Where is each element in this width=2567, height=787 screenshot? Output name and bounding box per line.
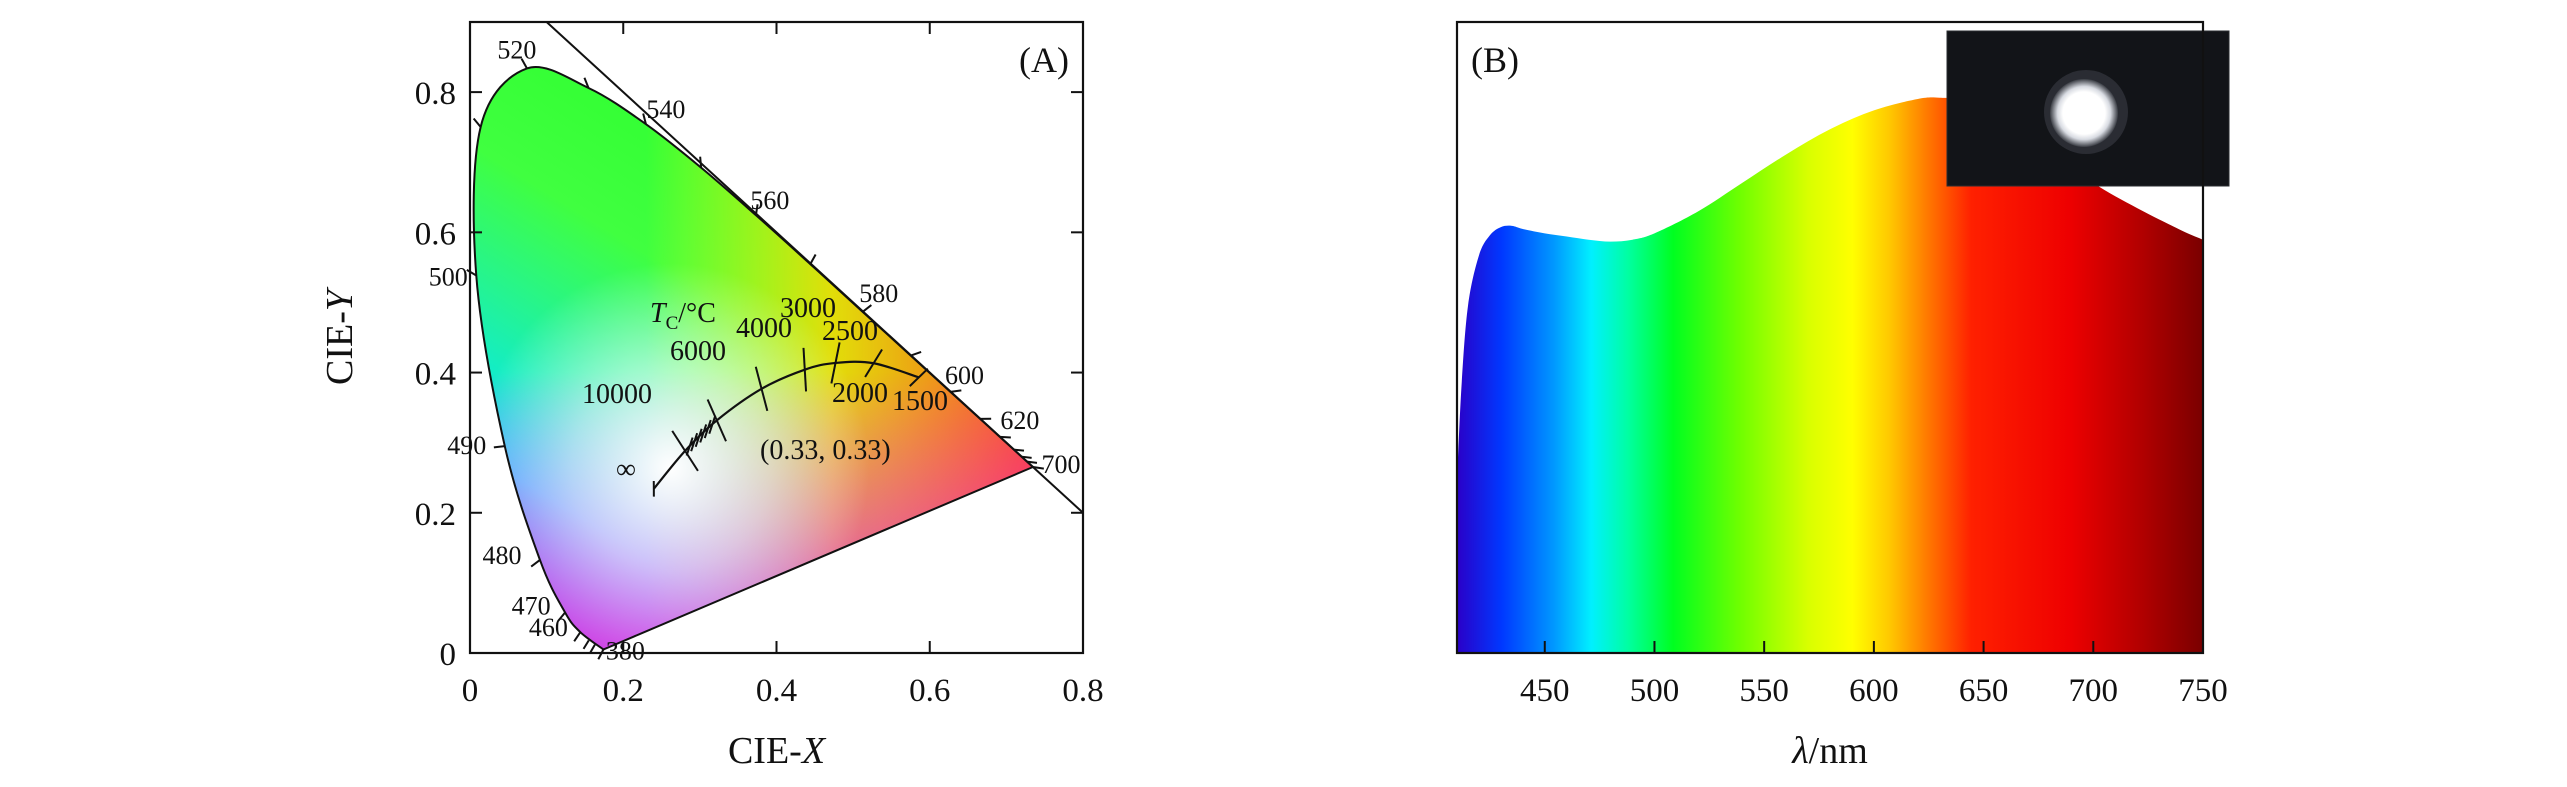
diagonal-reference-line [545, 21, 1084, 514]
cct-label-10000: 10000 [582, 379, 652, 410]
isotherm-4000 [754, 366, 769, 412]
y-tick-label-a: 0.8 [415, 76, 456, 112]
wavelength-tick-600 [950, 389, 962, 393]
coordinate-annotation: (0.33, 0.33) [760, 435, 891, 466]
x-tick-label-a: 0.4 [756, 673, 797, 709]
axes-b: 450 500 550 600 650 700 750 [1520, 641, 2228, 709]
cct-label-2000: 2000 [832, 378, 888, 409]
minor-isotherm-tick [690, 432, 699, 452]
x-tick-label-b: 700 [2069, 673, 2119, 709]
wavelength-label-470: 470 [512, 591, 551, 620]
planckian-locus [652, 360, 920, 490]
wavelength-label-490: 490 [447, 431, 486, 460]
wavelength-tick-520 [520, 58, 528, 69]
wavelength-label-580: 580 [859, 279, 898, 308]
wavelength-label-600: 600 [945, 361, 984, 390]
x-tick-label-b: 500 [1630, 673, 1680, 709]
wavelength-tick-540 [642, 113, 647, 125]
wavelength-tick-580 [862, 304, 872, 313]
wavelength-label-540: 540 [646, 95, 685, 124]
wavelength-tick-380 [597, 649, 605, 660]
x-tick-label-b: 650 [1959, 673, 2009, 709]
wavelength-label-620: 620 [1000, 406, 1039, 435]
wavelength-label-460: 460 [529, 613, 568, 642]
x-tick-label-a: 0 [462, 673, 479, 709]
x-tick-label-b: 600 [1849, 673, 1899, 709]
minor-wavelength-tick [589, 644, 596, 654]
wavelength-tick-480 [530, 559, 541, 568]
wavelength-label-500: 500 [429, 263, 468, 292]
wavelength-tick-560 [754, 204, 759, 216]
minor-isotherm-tick [694, 428, 703, 448]
tc-label: TC/°C [650, 298, 716, 334]
wavelength-tick-460 [573, 631, 582, 642]
spectral-locus-ticks [466, 58, 1044, 660]
isotherm-2500 [830, 342, 841, 384]
cct-label-infinity: ∞ [616, 454, 636, 485]
x-tick-label-a: 0.6 [909, 673, 950, 709]
wavelength-label-560: 560 [750, 186, 789, 215]
cie-chart: 380460470480490500520540560580600620700 … [319, 20, 1104, 772]
led-glow-icon [2050, 79, 2118, 147]
isotherm-10000 [671, 430, 699, 472]
spectrum-chart: 450 500 550 600 650 700 750 (B) λ/nm [1455, 20, 2230, 772]
x-tick-label-a: 0.2 [603, 673, 644, 709]
cct-label-3000: 3000 [780, 293, 836, 324]
minor-wavelength-tick [1026, 460, 1038, 464]
isotherm-6000 [706, 399, 727, 442]
cct-label-4000: 4000 [736, 313, 792, 344]
x-axis-label-b: λ/nm [1791, 730, 1868, 772]
wavelength-tick-550 [699, 156, 703, 168]
plot-frame-b [1455, 20, 2205, 655]
wavelength-label-520: 520 [497, 35, 536, 64]
x-tick-label-b: 450 [1520, 673, 1570, 709]
axes-a: 0 0.2 0.4 0.6 0.8 0 0.2 0.4 0.6 0.8 [415, 22, 1104, 709]
wavelength-tick-530 [583, 77, 590, 89]
x-axis-label-a: CIE-X [728, 730, 827, 772]
cct-label-1500: 1500 [892, 386, 948, 417]
wavelength-label-700: 700 [1041, 450, 1080, 479]
emission-spectrum-area [1457, 97, 2203, 653]
minor-wavelength-tick [582, 639, 590, 650]
y-tick-label-a: 0 [440, 637, 457, 673]
minor-isotherm-tick [699, 424, 708, 443]
y-tick-label-a: 0.4 [415, 357, 456, 393]
wavelength-tick-470 [557, 611, 566, 622]
minor-isotherm-tick [685, 437, 694, 456]
minor-isotherm-tick [708, 415, 717, 435]
isotherm-3000 [802, 347, 808, 392]
wavelength-label-380: 380 [606, 636, 645, 665]
isotherm-2000 [864, 348, 883, 378]
wavelength-tick-500 [466, 269, 477, 277]
y-tick-label-a: 0.2 [415, 497, 456, 533]
led-photo-inset [1946, 30, 2230, 187]
x-tick-label-b: 750 [2178, 673, 2228, 709]
minor-wavelength-tick [1013, 448, 1025, 452]
minor-isotherm-tick [703, 419, 712, 439]
panel-label-b: (B) [1471, 40, 1519, 80]
wavelength-label-480: 480 [482, 541, 521, 570]
panel-label-a: (A) [1019, 40, 1069, 80]
y-axis-label-a: CIE-Y [319, 286, 361, 385]
minor-wavelength-tick [1021, 455, 1032, 459]
cct-label-2500: 2500 [822, 316, 878, 347]
cct-label-6000: 6000 [670, 336, 726, 367]
y-tick-label-a: 0.6 [415, 216, 456, 252]
wavelength-tick-570 [809, 253, 817, 265]
wavelength-tick-620 [999, 435, 1011, 439]
wavelength-tick-510 [472, 117, 482, 128]
x-tick-label-b: 550 [1739, 673, 1789, 709]
planckian-ticks [652, 342, 929, 497]
wavelength-tick-700 [1032, 466, 1044, 470]
wavelength-tick-590 [910, 350, 922, 357]
x-tick-label-a: 0.8 [1062, 673, 1103, 709]
wavelength-tick-490 [493, 445, 505, 449]
isotherm-1500 [909, 367, 929, 387]
